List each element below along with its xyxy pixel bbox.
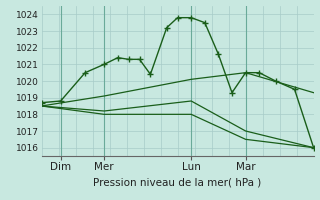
X-axis label: Pression niveau de la mer( hPa ): Pression niveau de la mer( hPa ) [93, 177, 262, 187]
